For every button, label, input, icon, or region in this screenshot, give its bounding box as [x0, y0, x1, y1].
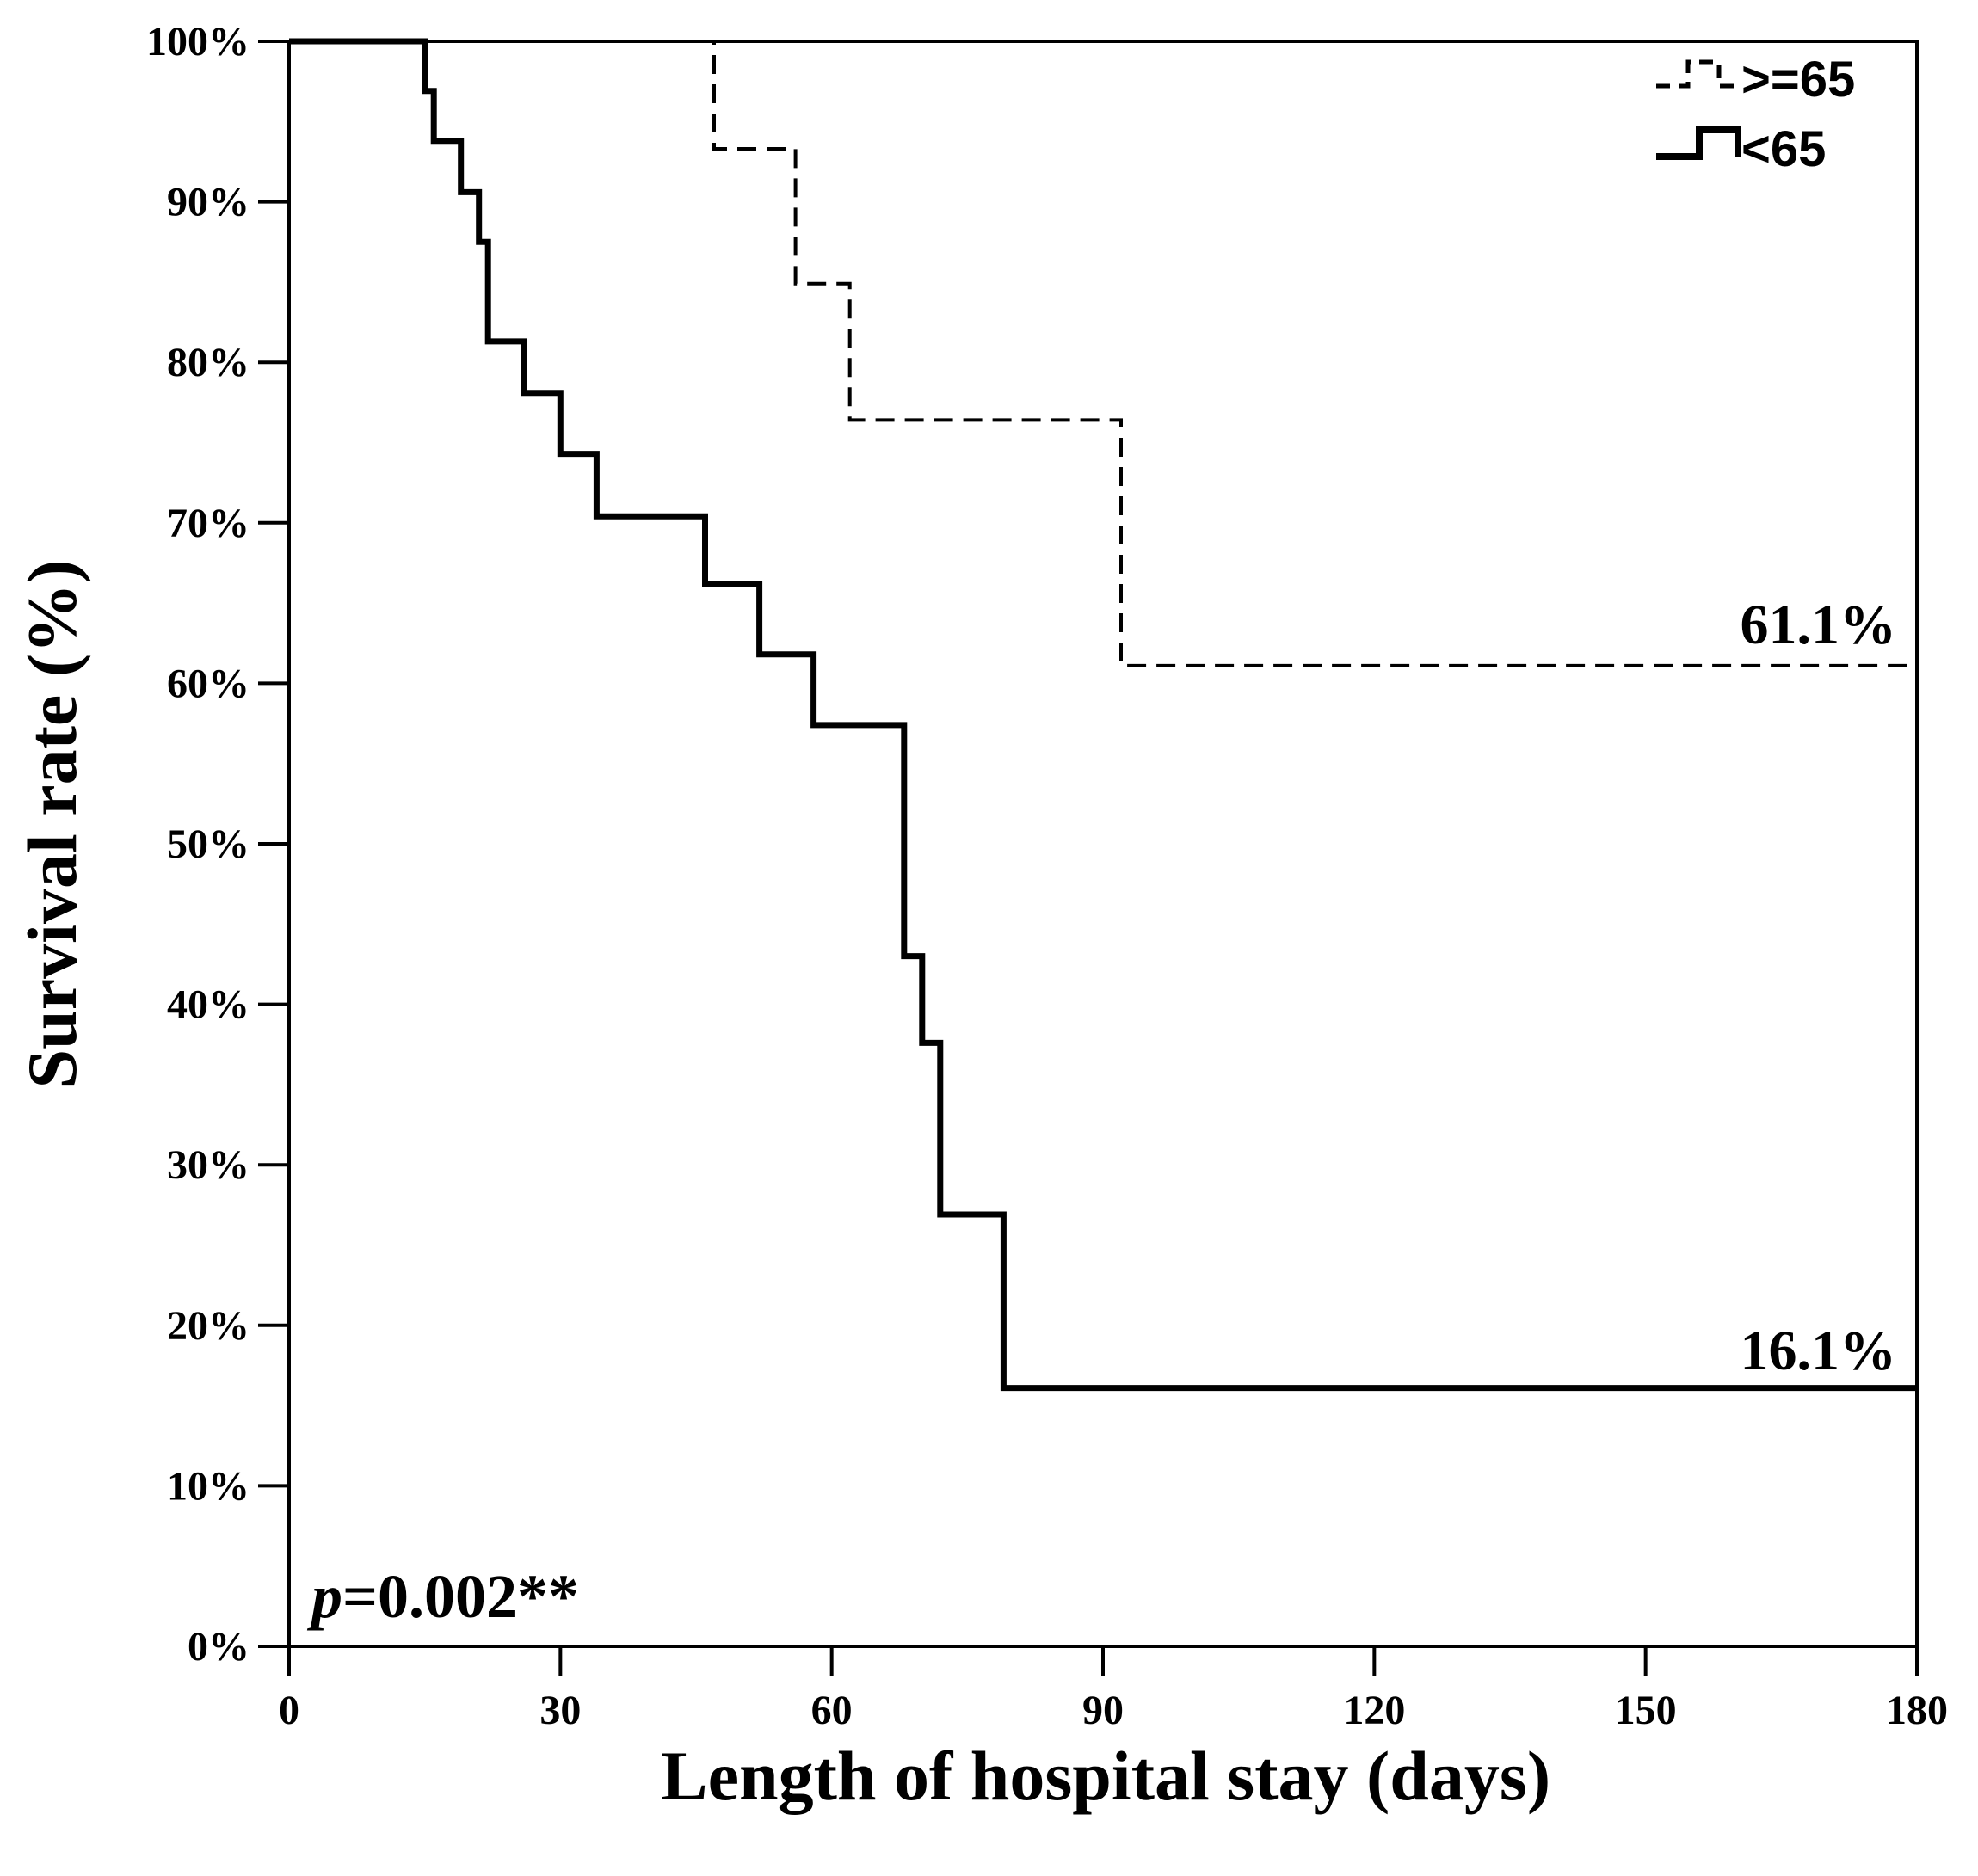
legend-swatch-solid: [1656, 126, 1741, 160]
legend-label-under-65: <65: [1741, 121, 1826, 177]
y-tick-label: 10%: [167, 1463, 250, 1509]
y-tick-label: 80%: [167, 340, 250, 385]
series-line-under-65: [289, 38, 1917, 1392]
legend-swatch-dashed: [1656, 59, 1742, 89]
series-lines: [289, 38, 1917, 1392]
x-tick-label: 0: [279, 1688, 299, 1733]
plot-axes: [287, 40, 1919, 1648]
p-value-text: =0.002**: [342, 1562, 579, 1631]
end-label-65-and-over: 61.1%: [1741, 594, 1897, 656]
plot-frame: [287, 40, 1919, 1648]
y-tick-label: 70%: [167, 501, 250, 546]
y-tick-label: 60%: [167, 661, 250, 706]
y-axis-title: Survival rate (%): [13, 560, 91, 1089]
x-tick-label: 150: [1615, 1688, 1677, 1733]
y-tick-label: 50%: [167, 821, 250, 867]
y-axis-ticks: 0% 10% 20% 30% 40% 50% 60% 70% 80% 90% 100%: [146, 19, 289, 1670]
end-label-under-65: 16.1%: [1741, 1319, 1897, 1382]
x-tick-label: 180: [1886, 1688, 1948, 1733]
y-tick-label: 20%: [167, 1303, 250, 1349]
x-tick-label: 60: [811, 1688, 853, 1733]
y-tick-label: 40%: [167, 982, 250, 1028]
x-axis-ticks: 0 30 60 90 120 150 180: [279, 1646, 1948, 1733]
y-tick-label: 90%: [167, 180, 250, 225]
y-tick-label: 30%: [167, 1142, 250, 1188]
x-tick-label: 90: [1082, 1688, 1124, 1733]
x-axis-title: Length of hospital stay (days): [661, 1737, 1550, 1815]
p-value-annotation: p=0.002**: [306, 1562, 579, 1631]
x-tick-label: 30: [539, 1688, 581, 1733]
legend-label-65-and-over: >=65: [1741, 52, 1855, 108]
x-tick-label: 120: [1343, 1688, 1405, 1733]
y-tick-label: 0%: [188, 1624, 250, 1670]
legend: >=65 <65: [1656, 52, 1855, 177]
p-symbol: p: [306, 1562, 342, 1631]
series-line-65-and-over: [289, 40, 1917, 667]
y-tick-label: 100%: [146, 19, 250, 65]
